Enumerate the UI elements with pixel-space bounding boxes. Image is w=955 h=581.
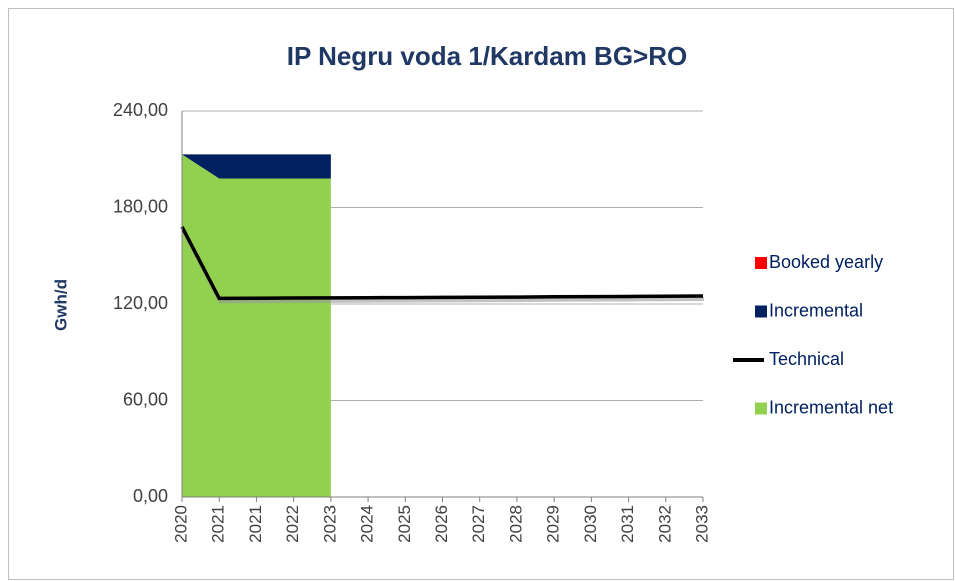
legend-label: Technical (769, 349, 844, 369)
line (180, 225, 704, 301)
line-shadow (181, 228, 705, 304)
legend-label: Incremental (769, 300, 863, 320)
y-axis-label: Gwh/d (51, 279, 70, 331)
chart-frame (8, 8, 954, 580)
y-tick-label: 0,00 (133, 486, 168, 506)
x-tick-label: 2020 (171, 505, 190, 543)
y-tick-label: 180,00 (113, 196, 168, 216)
x-tick-label: 2024 (358, 505, 377, 543)
x-tick-label: 2021 (209, 505, 228, 543)
y-tick-label: 60,00 (123, 389, 168, 409)
x-tick-label: 2026 (432, 505, 451, 543)
chart-title: IP Negru voda 1/Kardam BG>RO (287, 41, 687, 71)
legend-swatch (755, 305, 767, 318)
x-tick-label: 2030 (581, 505, 600, 543)
x-tick-label: 2031 (618, 505, 637, 543)
legend-swatch (755, 257, 767, 269)
x-tick-label: 2032 (655, 505, 674, 543)
legend-swatch (755, 402, 767, 415)
area (182, 154, 331, 179)
x-tick-label: 2033 (692, 505, 711, 543)
x-tick-label: 2023 (320, 505, 339, 543)
area (182, 154, 331, 498)
x-tick-label: 2022 (283, 505, 302, 543)
x-tick-label: 2021 (246, 505, 265, 543)
y-tick-label: 240,00 (113, 100, 168, 120)
x-tick-label: 2025 (395, 505, 414, 543)
x-tick-label: 2029 (544, 505, 563, 543)
legend-label: Booked yearly (769, 252, 883, 272)
x-tick-label: 2028 (506, 505, 525, 543)
y-tick-label: 120,00 (113, 293, 168, 313)
x-tick-label: 2027 (469, 505, 488, 543)
legend-label: Incremental net (769, 397, 893, 417)
